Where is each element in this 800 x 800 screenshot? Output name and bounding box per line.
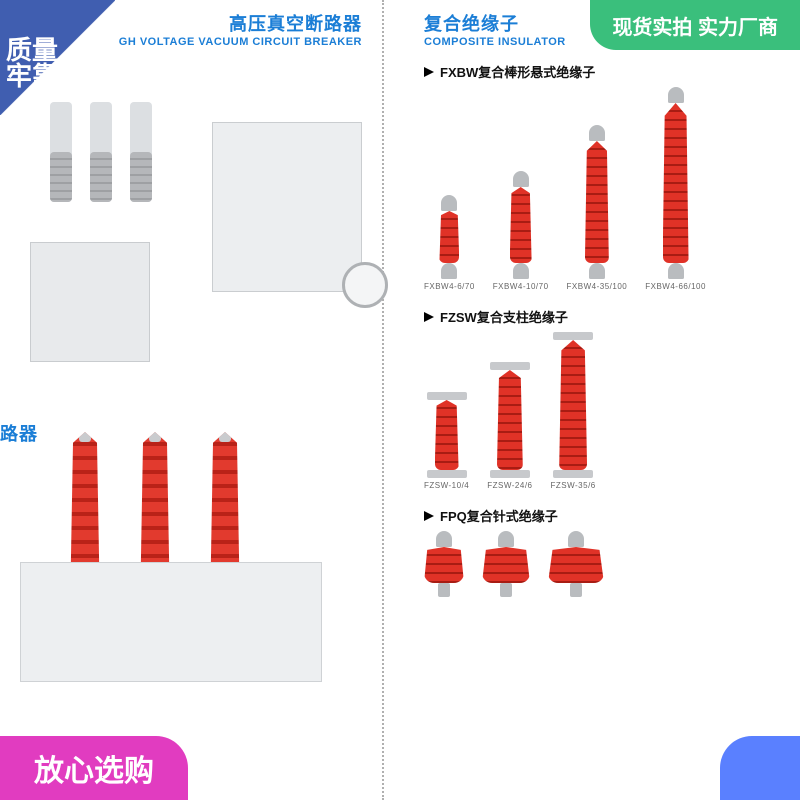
- breaker-coil: [50, 152, 72, 202]
- insulator-illustration: [439, 195, 459, 279]
- insulator-base-flange: [427, 470, 467, 478]
- insulator-product: FXBW4-10/70: [493, 171, 549, 291]
- product-label: FZSW-10/4: [424, 481, 469, 490]
- badge-top-right: 现货实拍 实力厂商: [590, 0, 800, 50]
- breaker-base: [20, 562, 322, 682]
- insulator-illustration: [663, 87, 689, 279]
- fxbw-subheader: FXBW复合棒形悬式绝缘子: [424, 62, 790, 81]
- breaker-tube: [130, 102, 152, 202]
- insulator-pin: [570, 583, 582, 597]
- insulator-cap: [498, 531, 514, 547]
- insulator-illustration: [510, 171, 532, 279]
- insulator-top-flange: [490, 362, 530, 370]
- insulator-cap: [589, 263, 605, 279]
- insulator-product: FZSW-24/6: [487, 362, 532, 490]
- insulator-product: FXBW4-35/100: [567, 125, 628, 291]
- insulator-pin: [500, 583, 512, 597]
- insulator-cap: [668, 263, 684, 279]
- insulator-sheds: [482, 547, 530, 583]
- arrow-icon: [424, 67, 434, 77]
- insulator-sheds: [585, 141, 609, 263]
- product-label: FXBW4-6/70: [424, 282, 475, 291]
- insulator-cap: [568, 531, 584, 547]
- bushing-top: [79, 418, 91, 442]
- insulator-cap: [441, 195, 457, 211]
- badge-tr-text: 现货实拍 实力厂商: [612, 11, 778, 40]
- vacuum-breaker-illustration-2: [10, 422, 362, 682]
- badge-tl-line2: 牢靠: [6, 63, 58, 89]
- fzsw-subheader: FZSW复合支柱绝缘子: [424, 307, 790, 326]
- fzsw-grid: FZSW-10/4 FZSW-24/6 FZSW-35/6: [424, 332, 790, 490]
- insulator-product: [482, 531, 530, 600]
- insulator-sheds: [510, 187, 532, 263]
- breaker-tube: [50, 102, 72, 202]
- insulator-sheds: [559, 340, 587, 470]
- insulator-product: FXBW4-6/70: [424, 195, 475, 291]
- badge-bottom-left: 放心选购: [0, 736, 188, 800]
- insulator-product: FZSW-10/4: [424, 392, 469, 490]
- breaker-panel: [212, 122, 362, 292]
- fpq-subheader: FPQ复合针式绝缘子: [424, 506, 790, 525]
- bushing-top: [149, 418, 161, 442]
- insulator-illustration: [553, 332, 593, 478]
- bushing-top: [219, 418, 231, 442]
- product-label: FXBW4-10/70: [493, 282, 549, 291]
- badge-top-left: 质量 牢靠: [0, 0, 115, 115]
- catalog-page: 高压真空断路器 GH VOLTAGE VACUUM CIRCUIT BREAKE…: [0, 0, 800, 800]
- insulator-top-flange: [427, 392, 467, 400]
- breaker-tube: [90, 102, 112, 202]
- insulator-illustration: [490, 362, 530, 478]
- fpq-title: FPQ复合针式绝缘子: [440, 506, 558, 525]
- badge-bottom-right: [720, 736, 800, 800]
- arrow-icon: [424, 312, 434, 322]
- breaker-coil: [90, 152, 112, 202]
- breaker-cabinet: [30, 242, 150, 362]
- fzsw-title: FZSW复合支柱绝缘子: [440, 307, 568, 326]
- insulator-product: [548, 531, 604, 600]
- product-label: FZSW-24/6: [487, 481, 532, 490]
- insulator-cap: [513, 171, 529, 187]
- insulator-illustration: [482, 531, 530, 597]
- fpq-grid: [424, 531, 790, 600]
- insulator-cap: [441, 263, 457, 279]
- insulator-sheds: [439, 211, 459, 263]
- insulator-cap: [589, 125, 605, 141]
- insulator-product: FZSW-35/6: [551, 332, 596, 490]
- product-label: FZSW-35/6: [551, 481, 596, 490]
- fxbw-title: FXBW复合棒形悬式绝缘子: [440, 62, 595, 81]
- left-column: 高压真空断路器 GH VOLTAGE VACUUM CIRCUIT BREAKE…: [0, 0, 384, 800]
- insulator-sheds: [424, 547, 464, 583]
- insulator-sheds: [497, 370, 523, 470]
- badge-tl-line1: 质量: [6, 37, 58, 63]
- insulator-base-flange: [553, 470, 593, 478]
- product-label: FXBW4-66/100: [645, 282, 706, 291]
- insulator-product: [424, 531, 464, 600]
- insulator-product: FXBW4-66/100: [645, 87, 706, 291]
- insulator-illustration: [585, 125, 609, 279]
- insulator-cap: [436, 531, 452, 547]
- breaker-coil: [130, 152, 152, 202]
- insulator-sheds: [663, 103, 689, 263]
- insulator-pin: [438, 583, 450, 597]
- product-label: FXBW4-35/100: [567, 282, 628, 291]
- catalog-columns: 高压真空断路器 GH VOLTAGE VACUUM CIRCUIT BREAKE…: [0, 0, 800, 800]
- insulator-cap: [513, 263, 529, 279]
- insulator-illustration: [427, 392, 467, 478]
- badge-bl-text: 放心选购: [34, 746, 154, 790]
- insulator-base-flange: [490, 470, 530, 478]
- insulator-illustration: [424, 531, 464, 597]
- arrow-icon: [424, 511, 434, 521]
- insulator-illustration: [548, 531, 604, 597]
- fxbw-grid: FXBW4-6/70 FXBW4-10/70 FXBW4-35/100 FXBW4-6…: [424, 87, 790, 291]
- insulator-sheds: [435, 400, 459, 470]
- breaker-gauge: [342, 262, 388, 308]
- insulator-top-flange: [553, 332, 593, 340]
- insulator-cap: [668, 87, 684, 103]
- insulator-sheds: [548, 547, 604, 583]
- right-column: 复合绝缘子 COMPOSITE INSULATOR FXBW复合棒形悬式绝缘子 …: [384, 0, 800, 800]
